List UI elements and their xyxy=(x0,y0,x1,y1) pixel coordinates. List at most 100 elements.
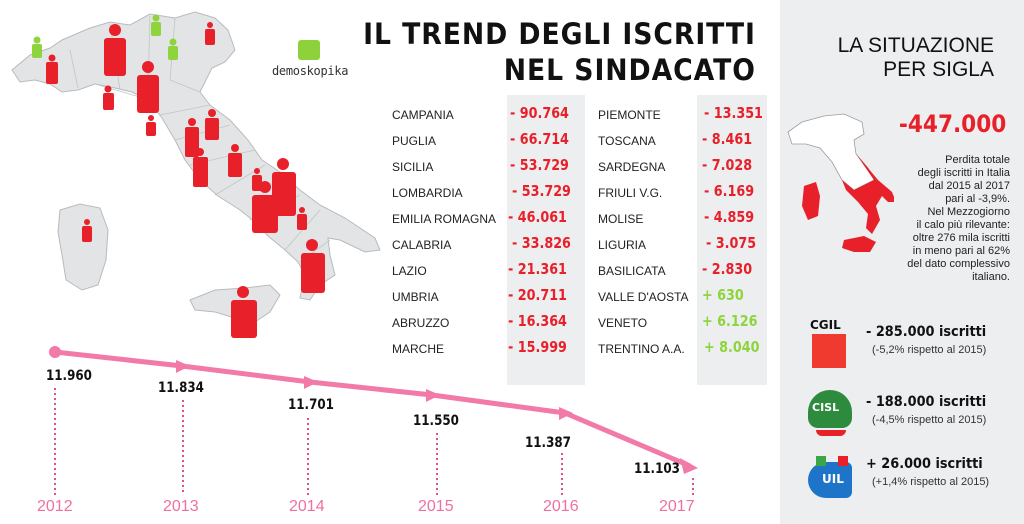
region-name: TRENTINO A.A. xyxy=(598,342,685,356)
data-label-2017: 11.103 xyxy=(634,461,680,477)
year-label-2015: 2015 xyxy=(418,498,454,515)
description-line: pari al -3,9%. xyxy=(945,193,1010,205)
logo-mark-icon xyxy=(298,40,320,60)
table-row: UMBRIA - 20.711 xyxy=(392,284,592,310)
table-row: ABRUZZO - 16.364 xyxy=(392,310,592,336)
region-name: PIEMONTE xyxy=(598,108,661,122)
cgil-red-square xyxy=(812,334,846,368)
page-title: IL TREND DEGLI ISCRITTI NEL SINDACATO xyxy=(363,16,756,88)
panel-title-line-1: LA SITUAZIONE xyxy=(837,34,994,57)
year-label-2013: 2013 xyxy=(163,498,199,515)
uil-logo-text: UIL xyxy=(822,472,844,486)
data-label-2016: 11.387 xyxy=(525,435,571,451)
region-name: LOMBARDIA xyxy=(392,186,463,200)
union-uil: UIL + 26.000 iscritti (+1,4% rispetto al… xyxy=(806,450,1016,506)
regions-table-right: PIEMONTE - 13.351 TOSCANA - 8.461 SARDEGNA… xyxy=(598,102,773,362)
region-name: MARCHE xyxy=(392,342,445,356)
union-summary-panel: LA SITUAZIONE PER SIGLA -447.000 Perdita… xyxy=(780,0,1024,524)
data-label-2013: 11.834 xyxy=(158,380,204,396)
table-row: BASILICATA - 2.830 xyxy=(598,258,773,284)
table-row: FRIULI V.G. - 6.169 xyxy=(598,180,773,206)
region-value: - 13.351 xyxy=(704,104,763,122)
uil-blue-shape xyxy=(808,462,852,498)
region-value: - 2.830 xyxy=(702,260,753,278)
data-label-2012: 11.960 xyxy=(46,368,92,384)
cgil-change: - 285.000 iscritti xyxy=(866,324,987,340)
year-label-2012: 2012 xyxy=(37,498,73,515)
region-value: + 8.040 xyxy=(704,338,760,356)
italy-region-map: demoskopika xyxy=(0,0,400,340)
person-markers xyxy=(32,14,325,338)
table-row: PUGLIA - 66.714 xyxy=(392,128,592,154)
region-value: - 8.461 xyxy=(702,130,753,148)
region-name: EMILIA ROMAGNA xyxy=(392,212,497,226)
trend-line-chart: 11.960 11.834 11.701 11.550 11.387 11.10… xyxy=(0,330,780,524)
uil-change: + 26.000 iscritti xyxy=(866,456,983,472)
trend-line-svg xyxy=(49,346,698,495)
total-loss-value: -447.000 xyxy=(898,110,1006,138)
description-line: dal 2015 al 2017 xyxy=(928,180,1010,192)
mezzogiorno-map xyxy=(787,113,894,252)
uil-red-tab xyxy=(838,456,848,466)
table-row: SARDEGNA - 7.028 xyxy=(598,154,773,180)
table-row: LOMBARDIA - 53.729 xyxy=(392,180,592,206)
region-value: - 16.364 xyxy=(508,312,567,330)
title-line-1: IL TREND DEGLI ISCRITTI xyxy=(363,17,756,51)
region-name: MOLISE xyxy=(598,212,644,226)
region-value: - 53.729 xyxy=(510,156,569,174)
region-name: FRIULI V.G. xyxy=(598,186,663,200)
data-label-2014: 11.701 xyxy=(288,397,334,413)
values-column-bg-left xyxy=(507,95,585,385)
table-row: VENETO + 6.126 xyxy=(598,310,773,336)
description-line: italiano. xyxy=(972,271,1010,283)
cisl-green-shape xyxy=(808,390,852,428)
panel-title-line-2: PER SIGLA xyxy=(883,58,994,81)
region-name: VENETO xyxy=(598,316,648,330)
region-value: - 7.028 xyxy=(702,156,753,174)
region-name: UMBRIA xyxy=(392,290,439,304)
region-name: SARDEGNA xyxy=(598,160,666,174)
region-value: - 15.999 xyxy=(508,338,567,356)
cgil-pct: (-5,2% rispetto al 2015) xyxy=(872,344,987,356)
region-name: CAMPANIA xyxy=(392,108,454,122)
panel-title: LA SITUAZIONE PER SIGLA xyxy=(838,34,994,82)
description-line: il calo più rilevante: xyxy=(916,219,1010,231)
demoskopika-logo: demoskopika xyxy=(272,40,372,80)
region-name: SICILIA xyxy=(392,160,434,174)
cisl-red-stripe xyxy=(816,430,846,436)
table-row: TRENTINO A.A. + 8.040 xyxy=(598,336,773,362)
union-cisl: CISL - 188.000 iscritti (-4,5% rispetto … xyxy=(806,388,1016,444)
description-line: oltre 276 mila iscritti xyxy=(912,232,1010,244)
title-line-2: NEL SINDACATO xyxy=(503,53,756,87)
cisl-logo-icon: CISL xyxy=(806,388,854,444)
table-row: LIGURIA - 3.075 xyxy=(598,232,773,258)
region-value: - 3.075 xyxy=(706,234,757,252)
cgil-logo-text: CGIL xyxy=(810,318,841,332)
region-name: PUGLIA xyxy=(392,134,437,148)
table-row: VALLE D'AOSTA + 630 xyxy=(598,284,773,310)
region-name: LAZIO xyxy=(392,264,427,278)
cgil-logo-icon: CGIL xyxy=(806,318,854,374)
table-row: MARCHE - 15.999 xyxy=(392,336,592,362)
region-value: - 21.361 xyxy=(508,260,567,278)
table-row: TOSCANA - 8.461 xyxy=(598,128,773,154)
total-loss-description: Perdita totale degli iscritti in Italia … xyxy=(860,154,1010,284)
values-column-bg-right xyxy=(697,95,767,385)
year-label-2014: 2014 xyxy=(289,498,325,515)
cisl-change: - 188.000 iscritti xyxy=(866,394,987,410)
region-value: - 20.711 xyxy=(508,286,567,304)
uil-green-tab xyxy=(816,456,826,466)
region-value: + 630 xyxy=(702,286,744,304)
region-value: + 6.126 xyxy=(702,312,758,330)
table-row: PIEMONTE - 13.351 xyxy=(598,102,773,128)
union-cgil: CGIL - 285.000 iscritti (-5,2% rispetto … xyxy=(806,318,1016,374)
logo-text: demoskopika xyxy=(272,64,349,78)
region-value: - 6.169 xyxy=(704,182,755,200)
region-value: - 66.714 xyxy=(510,130,569,148)
region-value: - 90.764 xyxy=(510,104,569,122)
description-line: in meno pari al 62% xyxy=(912,245,1010,257)
region-value: - 53.729 xyxy=(512,182,571,200)
region-name: CALABRIA xyxy=(392,238,452,252)
table-row: EMILIA ROMAGNA - 46.061 xyxy=(392,206,592,232)
description-line: Perdita totale xyxy=(945,154,1010,166)
